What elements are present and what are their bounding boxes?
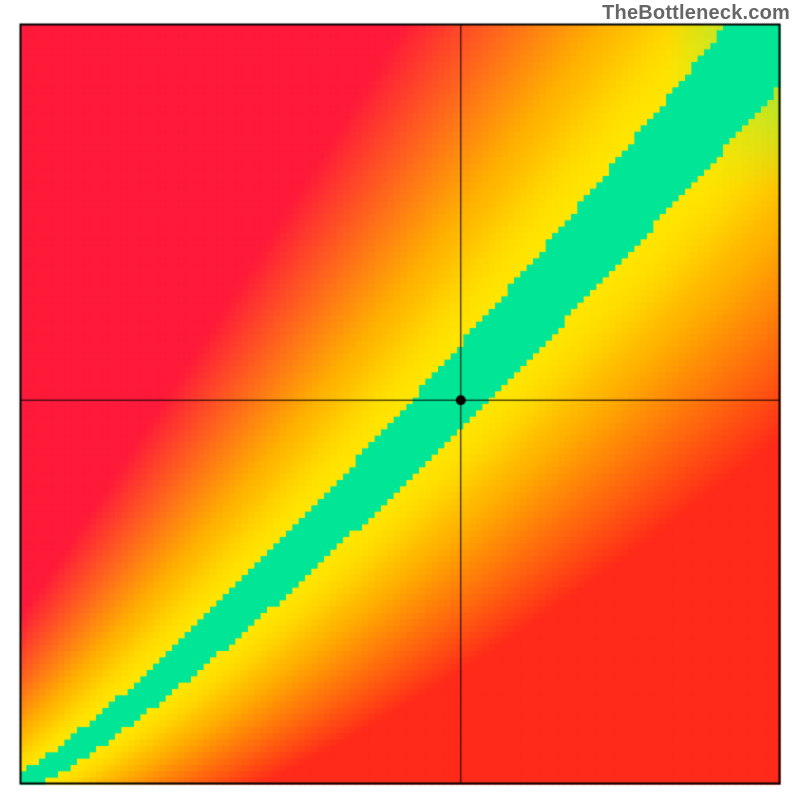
chart-wrapper: TheBottleneck.com [0, 0, 800, 800]
heatmap-canvas [0, 0, 800, 800]
attribution-label: TheBottleneck.com [602, 2, 790, 25]
